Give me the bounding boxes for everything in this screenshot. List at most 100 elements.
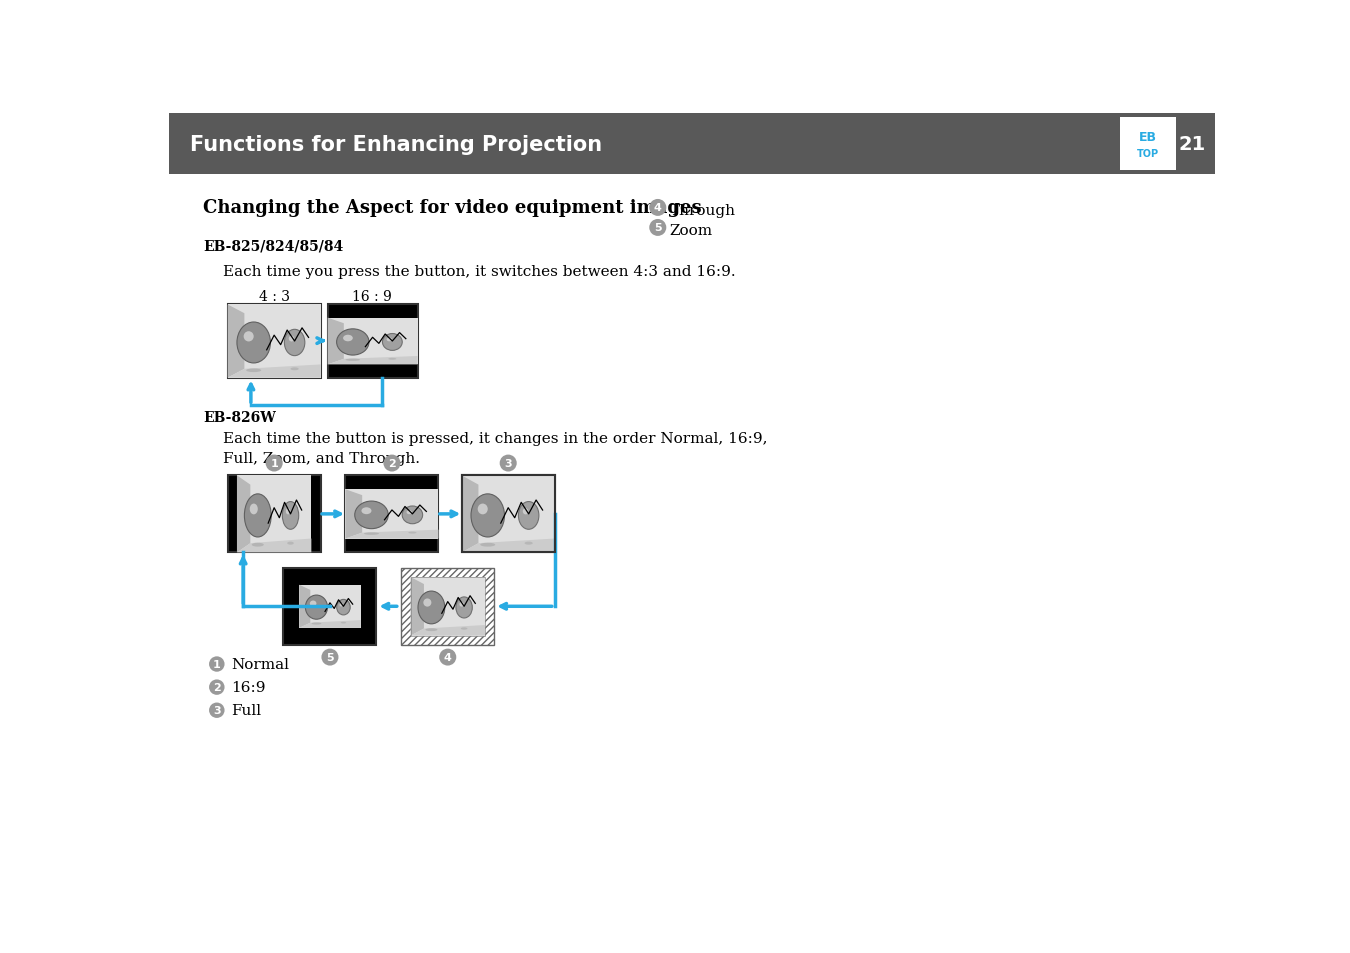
Bar xyxy=(462,476,555,553)
Ellipse shape xyxy=(406,511,412,515)
Circle shape xyxy=(500,456,517,472)
Bar xyxy=(410,578,485,636)
Bar xyxy=(169,114,1215,174)
Bar xyxy=(284,568,377,645)
Text: 16:9: 16:9 xyxy=(231,680,265,695)
Ellipse shape xyxy=(289,336,294,342)
Circle shape xyxy=(383,456,401,472)
Text: EB-825/824/85/84: EB-825/824/85/84 xyxy=(202,240,343,253)
Text: Full: Full xyxy=(231,703,261,718)
Ellipse shape xyxy=(343,335,352,342)
Ellipse shape xyxy=(238,323,270,364)
Bar xyxy=(228,305,321,378)
Text: EB-826W: EB-826W xyxy=(202,411,275,424)
Bar xyxy=(462,476,555,553)
Polygon shape xyxy=(410,578,424,636)
Polygon shape xyxy=(328,356,417,365)
Polygon shape xyxy=(238,539,312,553)
Ellipse shape xyxy=(471,495,505,537)
Text: 4: 4 xyxy=(444,653,452,662)
Ellipse shape xyxy=(286,509,290,515)
Text: 2: 2 xyxy=(387,458,396,469)
Text: Full, Zoom, and Through.: Full, Zoom, and Through. xyxy=(223,452,420,465)
Polygon shape xyxy=(228,365,321,378)
Ellipse shape xyxy=(518,502,539,530)
Polygon shape xyxy=(410,625,485,636)
Ellipse shape xyxy=(382,335,402,351)
Polygon shape xyxy=(462,539,555,553)
Ellipse shape xyxy=(290,368,298,371)
Circle shape xyxy=(439,649,456,666)
Ellipse shape xyxy=(250,504,258,515)
Bar xyxy=(328,318,417,365)
Polygon shape xyxy=(238,476,250,553)
Ellipse shape xyxy=(481,543,495,547)
Ellipse shape xyxy=(336,599,350,616)
Ellipse shape xyxy=(456,598,472,618)
Ellipse shape xyxy=(386,338,391,342)
Text: Normal: Normal xyxy=(231,658,289,671)
Bar xyxy=(410,578,485,636)
Text: TOP: TOP xyxy=(1137,149,1160,159)
Ellipse shape xyxy=(478,504,487,515)
Ellipse shape xyxy=(355,501,389,529)
Bar xyxy=(228,305,321,378)
Text: 21: 21 xyxy=(1179,135,1206,153)
Ellipse shape xyxy=(243,332,254,342)
Ellipse shape xyxy=(389,358,397,360)
Polygon shape xyxy=(462,476,478,553)
Circle shape xyxy=(321,649,339,666)
Polygon shape xyxy=(300,620,360,628)
Text: 16 : 9: 16 : 9 xyxy=(351,290,391,304)
Ellipse shape xyxy=(305,596,328,619)
Bar xyxy=(238,476,312,553)
Circle shape xyxy=(266,456,282,472)
Ellipse shape xyxy=(336,330,369,355)
Circle shape xyxy=(649,200,667,216)
Text: 1: 1 xyxy=(270,458,278,469)
Text: Each time you press the button, it switches between 4:3 and 16:9.: Each time you press the button, it switc… xyxy=(223,264,736,278)
Ellipse shape xyxy=(362,508,371,515)
Ellipse shape xyxy=(309,601,316,607)
Bar xyxy=(328,305,417,378)
Ellipse shape xyxy=(246,369,261,373)
Ellipse shape xyxy=(340,603,343,607)
Ellipse shape xyxy=(522,509,528,515)
Bar xyxy=(346,490,439,539)
Ellipse shape xyxy=(418,592,444,624)
Text: 5: 5 xyxy=(327,653,333,662)
Ellipse shape xyxy=(364,533,379,536)
Ellipse shape xyxy=(312,623,321,625)
Bar xyxy=(462,476,555,553)
Text: EB: EB xyxy=(1139,131,1157,144)
Text: 5: 5 xyxy=(653,223,662,233)
Polygon shape xyxy=(228,305,244,378)
Text: 4 : 3: 4 : 3 xyxy=(259,290,290,304)
Ellipse shape xyxy=(244,495,271,537)
Bar xyxy=(401,568,494,645)
Ellipse shape xyxy=(424,598,432,607)
Ellipse shape xyxy=(251,543,263,547)
Circle shape xyxy=(649,220,667,236)
Ellipse shape xyxy=(402,506,423,524)
Polygon shape xyxy=(346,530,439,539)
Circle shape xyxy=(209,657,224,672)
Ellipse shape xyxy=(460,628,467,630)
Text: 4: 4 xyxy=(653,203,662,213)
Polygon shape xyxy=(328,318,344,365)
Text: 3: 3 xyxy=(505,458,512,469)
Bar xyxy=(1120,117,1176,172)
Ellipse shape xyxy=(285,330,305,356)
Ellipse shape xyxy=(288,542,294,545)
Bar xyxy=(300,585,360,628)
Ellipse shape xyxy=(525,542,533,545)
Ellipse shape xyxy=(346,359,360,361)
Polygon shape xyxy=(346,490,362,539)
Polygon shape xyxy=(300,585,310,628)
Ellipse shape xyxy=(340,622,346,624)
Text: 2: 2 xyxy=(213,682,220,693)
Text: Changing the Aspect for video equipment images: Changing the Aspect for video equipment … xyxy=(202,199,702,217)
Bar xyxy=(228,476,321,553)
Bar xyxy=(346,476,439,553)
Ellipse shape xyxy=(459,602,464,607)
